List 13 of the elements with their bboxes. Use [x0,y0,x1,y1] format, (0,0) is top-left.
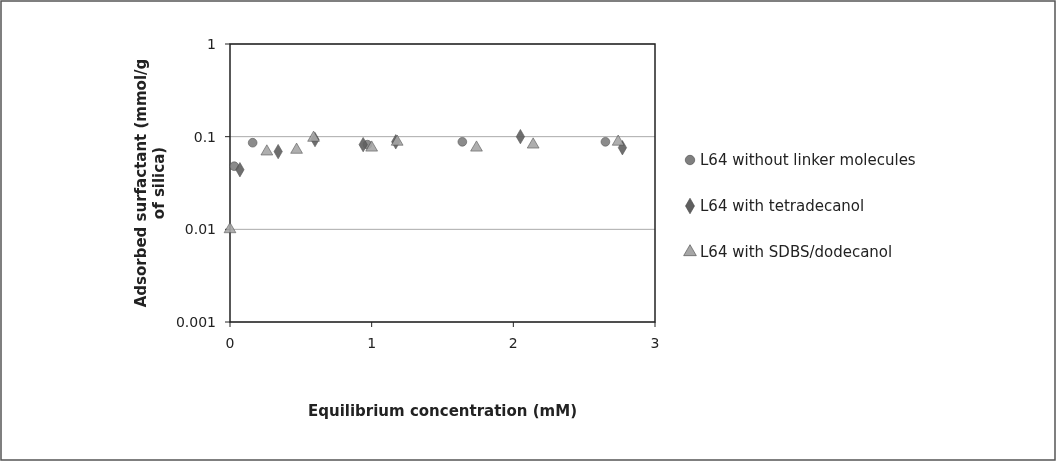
y-tick-label: 0.1 [193,128,216,145]
legend-label: L64 without linker molecules [700,151,916,170]
y-axis-title: Adsorbed surfactant (mmol/g of silica) [132,58,168,308]
x-tick-label: 0 [225,335,235,351]
y-tick-label: 0.01 [184,221,216,238]
y-tick-label: 0.001 [175,313,216,330]
x-axis-title: Equilibrium concentration (mM) [308,402,577,420]
legend-label: L64 with tetradecanol [700,197,865,216]
legend-label: L64 with SDBS/dodecanol [700,243,893,262]
x-tick-label: 1 [367,335,377,351]
x-tick-label: 2 [508,335,518,351]
y-tick-label: 1 [207,35,216,52]
x-tick-label: 3 [650,335,660,351]
